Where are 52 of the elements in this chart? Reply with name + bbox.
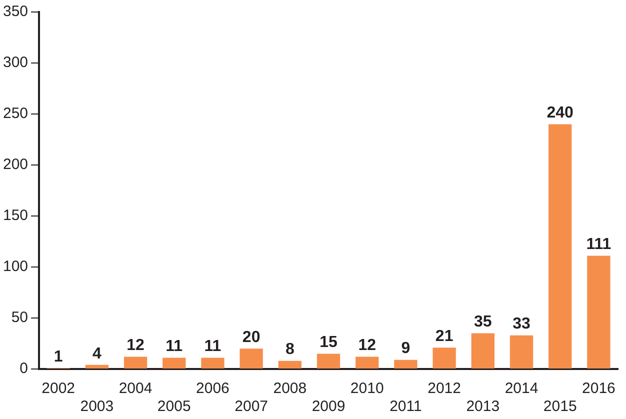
data-label: 11 <box>166 338 183 356</box>
data-label: 1 <box>54 348 63 366</box>
x-tick-label: 2002 <box>42 380 76 398</box>
x-tick-label: 2010 <box>350 380 384 398</box>
data-label: 33 <box>512 316 531 333</box>
bar <box>240 348 263 368</box>
y-tick-label: 250 <box>2 105 28 122</box>
bar <box>85 364 109 368</box>
bar <box>471 333 494 368</box>
data-label: 12 <box>126 337 145 354</box>
x-tick-label: 2005 <box>157 398 191 416</box>
x-tick-label: 2012 <box>428 380 461 398</box>
y-tick-label: 350 <box>2 3 28 20</box>
y-tick-label: 200 <box>2 156 28 174</box>
data-label: 20 <box>242 329 260 346</box>
x-tick-label: 2007 <box>234 398 268 416</box>
data-label: 4 <box>92 345 102 362</box>
x-tick-label: 2009 <box>312 398 346 416</box>
data-label: 12 <box>358 337 376 354</box>
bar <box>394 360 418 368</box>
y-tick-label: 100 <box>2 258 28 276</box>
x-tick-label: 2003 <box>80 398 114 416</box>
bar <box>201 358 224 368</box>
bar <box>316 354 340 368</box>
data-label: 240 <box>546 104 574 122</box>
data-label: 8 <box>285 341 294 358</box>
x-tick-label: 2008 <box>273 380 307 398</box>
x-tick-label: 2013 <box>466 398 500 416</box>
bar <box>162 358 186 368</box>
y-tick-label: 0 <box>20 360 28 378</box>
x-tick-label: 2014 <box>504 380 538 398</box>
data-label: 9 <box>401 340 410 358</box>
data-label: 21 <box>435 328 454 345</box>
y-tick-label: 50 <box>11 309 28 326</box>
data-label: 111 <box>586 236 612 254</box>
bar <box>587 256 610 368</box>
bar <box>548 124 572 368</box>
y-tick-label: 300 <box>2 54 28 72</box>
data-label: 11 <box>204 338 222 356</box>
bar <box>124 356 148 368</box>
data-label: 35 <box>474 314 492 331</box>
y-tick-label: 150 <box>2 207 28 224</box>
x-tick-label: 2015 <box>543 398 577 416</box>
bar <box>356 356 379 368</box>
bar <box>278 360 302 368</box>
data-label: 15 <box>320 334 338 352</box>
bar <box>510 335 534 368</box>
x-tick-label: 2016 <box>582 380 616 398</box>
x-tick-label: 2004 <box>118 380 152 398</box>
x-tick-label: 2011 <box>390 398 422 416</box>
bar <box>432 348 456 368</box>
x-tick-label: 2006 <box>196 380 230 398</box>
